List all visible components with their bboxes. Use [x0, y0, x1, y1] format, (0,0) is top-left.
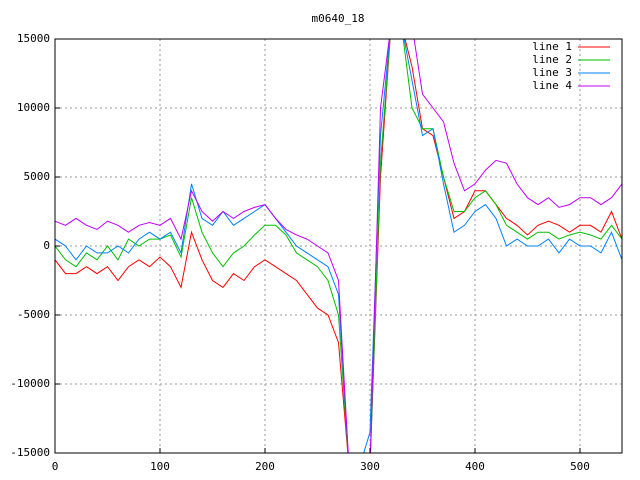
line-series	[55, 39, 622, 453]
line-series	[55, 39, 622, 453]
x-tick-label: 200	[255, 460, 275, 473]
y-tick-label: 15000	[17, 32, 50, 45]
x-tick-label: 400	[465, 460, 485, 473]
x-tick-label: 500	[570, 460, 590, 473]
x-tick-label: 0	[52, 460, 59, 473]
line-series	[55, 39, 622, 453]
y-tick-label: -15000	[10, 446, 50, 459]
chart-title: m0640_18	[312, 12, 365, 25]
y-tick-label: -10000	[10, 377, 50, 390]
x-tick-label: 300	[360, 460, 380, 473]
y-tick-label: 10000	[17, 101, 50, 114]
y-tick-label: 0	[43, 239, 50, 252]
x-tick-label: 100	[150, 460, 170, 473]
plot-area	[55, 39, 622, 453]
legend-label: line 1	[532, 40, 572, 53]
legend-label: line 2	[532, 53, 572, 66]
y-tick-label: 5000	[24, 170, 51, 183]
legend-label: line 4	[532, 79, 572, 92]
line-series	[55, 39, 622, 453]
y-tick-label: -5000	[17, 308, 50, 321]
legend-label: line 3	[532, 66, 572, 79]
